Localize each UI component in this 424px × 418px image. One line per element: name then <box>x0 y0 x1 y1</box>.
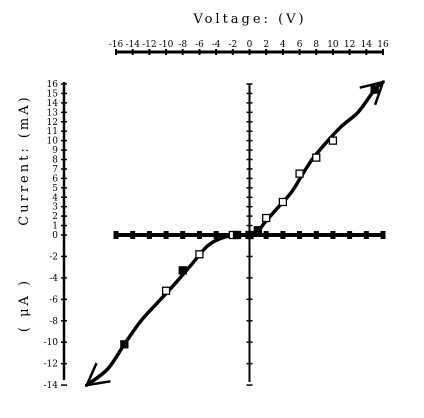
x-tick-mark-axis <box>380 231 386 239</box>
filled-square-marker <box>245 230 254 240</box>
x-tick-mark-axis <box>280 231 286 239</box>
open-square-marker <box>278 197 288 207</box>
x-tick-mark-axis <box>196 231 202 239</box>
curve-arrow-lower <box>84 362 111 387</box>
y-tick-label-upper: 3 <box>52 203 58 213</box>
open-square-marker <box>328 136 338 145</box>
iv-curve-line <box>85 80 385 387</box>
x-tick-label: 8 <box>313 40 319 50</box>
x-tick-mark-axis <box>130 231 136 239</box>
y-tick-label-upper: 5 <box>52 184 58 194</box>
y-tick-label-upper: 8 <box>52 156 58 166</box>
x-tick-label: 0 <box>247 40 253 50</box>
y-tick-label-lower: -2 <box>49 252 58 262</box>
x-tick-label: 4 <box>280 40 286 50</box>
x-axis-title: Voltage: (V) <box>192 12 306 27</box>
filled-square-marker <box>178 266 187 275</box>
filled-square-marker <box>370 85 379 94</box>
y-tick-label-upper: 6 <box>52 174 58 184</box>
x-tick-label: -16 <box>109 40 124 50</box>
y-tick-label-lower: -8 <box>49 317 58 327</box>
x-tick-mark-axis <box>180 231 186 239</box>
x-tick-label: 12 <box>344 40 355 50</box>
y-tick-label-upper: 4 <box>52 193 58 203</box>
filled-square-marker <box>120 340 129 349</box>
y-tick-label-upper: 15 <box>47 89 59 99</box>
x-tick-label: -10 <box>159 40 174 50</box>
x-tick-label: 6 <box>297 40 303 50</box>
x-tick-mark-axis <box>113 231 119 239</box>
open-square-marker <box>295 169 304 178</box>
x-tick-mark-axis <box>297 231 303 239</box>
open-square-marker <box>262 213 271 223</box>
axes-frame <box>61 49 386 386</box>
open-square-marker <box>312 153 321 162</box>
x-tick-label: 14 <box>361 40 373 50</box>
y-tick-label-lower: -6 <box>49 295 58 305</box>
x-tick-mark-axis <box>146 231 152 239</box>
data-markers <box>120 85 379 349</box>
y-tick-label-upper: 1 <box>52 222 58 232</box>
y-tick-label-lower: -4 <box>49 274 58 284</box>
y-tick-label-upper: 7 <box>52 165 58 175</box>
y-tick-label-lower: -10 <box>44 338 59 348</box>
y-tick-label-upper: 13 <box>47 108 59 118</box>
y-tick-label-upper: 10 <box>47 137 59 147</box>
y-tick-label-lower: -12 <box>44 360 59 370</box>
open-square-marker <box>195 250 204 259</box>
y-tick-label-upper: 14 <box>47 99 59 109</box>
x-tick-label: 2 <box>263 40 269 50</box>
tick-labels: -16 -14 -12 -10 -8 -6 -4 -2 0 2 4 6 8 10 12 14 161615141… <box>44 40 389 391</box>
x-tick-label: -12 <box>142 40 157 50</box>
filled-square-marker <box>232 230 242 240</box>
x-tick-mark-axis <box>330 231 336 239</box>
x-tick-mark-axis <box>263 231 269 239</box>
filled-square-marker <box>253 226 262 235</box>
x-tick-mark-axis <box>213 231 219 239</box>
y-axis-title-upper: Current: (mA) <box>17 94 32 225</box>
y-axis-title-lower: ( μA ) <box>17 278 32 332</box>
x-tick-label: -4 <box>212 40 221 50</box>
x-tick-mark-axis <box>363 231 369 239</box>
x-tick-label: -14 <box>125 40 140 50</box>
y-tick-label-lower: -14 <box>44 381 59 391</box>
x-tick-label: -8 <box>178 40 187 50</box>
x-tick-label: -6 <box>195 40 204 50</box>
open-square-marker <box>161 286 171 295</box>
y-tick-label-upper: 11 <box>47 127 58 137</box>
x-tick-mark-axis <box>163 231 169 239</box>
y-tick-label-upper: 9 <box>52 146 58 156</box>
y-tick-label-upper: 2 <box>52 212 58 222</box>
y-tick-label-upper: 16 <box>47 80 59 90</box>
x-tick-mark-axis <box>313 231 319 239</box>
y-tick-label-upper: 12 <box>47 118 58 128</box>
y-tick-label-upper: 0 <box>52 231 58 241</box>
x-tick-label: 10 <box>327 40 339 50</box>
x-tick-mark-axis <box>347 231 353 239</box>
fitted-curve <box>84 80 385 387</box>
x-tick-label: 16 <box>377 40 389 50</box>
curve-arrow-upper <box>359 80 385 106</box>
x-tick-label: -2 <box>228 40 237 50</box>
